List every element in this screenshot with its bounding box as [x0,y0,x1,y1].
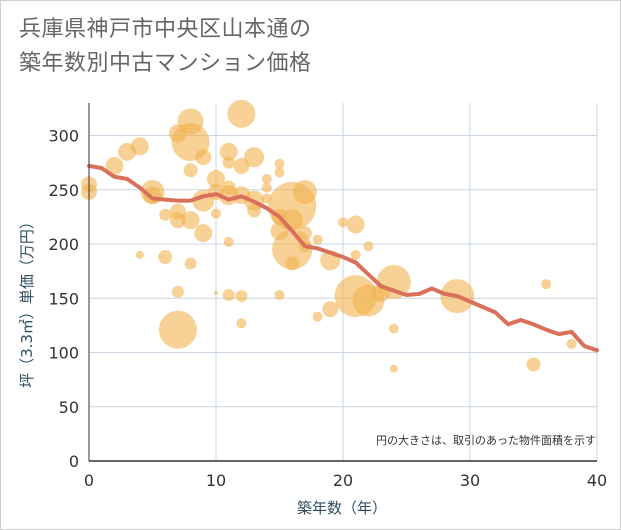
trend-line [87,163,599,353]
data-bubble [312,234,323,245]
y-tick-label: 250 [48,181,79,200]
data-bubble [158,250,173,265]
y-tick-labels: 0 50 100 150 200 250 300 [48,127,79,471]
data-bubble [236,318,247,329]
data-bubble [227,99,256,128]
data-bubble [223,236,234,247]
data-bubble [350,249,361,260]
data-bubble [247,203,262,218]
data-bubble [338,217,348,228]
data-bubble [211,208,221,219]
chart-title-line1: 兵庫県神戸市中央区山本通の [19,17,312,42]
data-bubble [274,290,285,301]
y-tick-label: 50 [59,398,79,417]
y-tick-label: 200 [48,235,79,254]
data-bubble [322,301,339,318]
data-bubble [244,147,265,168]
data-bubble [346,215,365,234]
y-tick-label: 100 [48,344,79,363]
chart-title: 兵庫県神戸市中央区山本通の 築年数別中古マンション価格 [19,13,312,81]
data-bubble [171,285,184,298]
data-bubble [363,241,374,252]
data-bubble [274,167,285,178]
x-axis-label: 築年数（年） [297,499,387,517]
y-tick-label: 300 [48,127,79,146]
x-tick-label: 30 [460,471,480,490]
x-tick-label: 0 [84,471,94,490]
data-bubble [158,310,197,349]
data-bubble [222,289,235,302]
data-bubble [261,173,272,184]
data-bubble [235,290,248,303]
data-bubble [541,279,552,290]
x-tick-label: 10 [206,471,226,490]
data-bubble [261,182,272,193]
data-bubble [312,311,323,322]
chart-title-line2: 築年数別中古マンション価格 [19,51,312,76]
data-bubble [194,224,213,243]
data-bubble [214,290,218,295]
data-bubble [389,364,398,373]
data-bubble [169,212,186,229]
bubble-series [81,99,577,373]
data-bubble [388,323,399,334]
y-tick-label: 0 [69,452,79,471]
data-bubble [159,208,172,221]
data-bubble [184,257,197,270]
data-bubble [222,156,235,169]
data-bubble [135,250,144,259]
data-bubble [285,256,300,271]
y-axis-label: 坪（3.3㎡）単価（万円） [18,214,36,388]
x-tick-label: 40 [587,471,607,490]
trend-line-series [87,163,599,353]
bubble-size-note: 円の大きさは、取引のあった物件面積を示す [376,433,596,447]
x-tick-label: 20 [333,471,353,490]
data-bubble [526,357,541,372]
data-bubble [183,163,198,178]
data-bubble [566,338,577,349]
data-bubble [207,169,225,188]
data-bubble [376,265,411,299]
axes [88,103,597,462]
x-tick-labels: 0 10 20 30 40 [84,471,607,490]
data-bubble [105,156,124,175]
data-bubble [219,142,238,161]
data-bubble [181,211,200,230]
data-bubble [130,137,149,156]
data-bubble [292,179,317,204]
data-bubble [195,149,212,166]
data-bubble [297,226,312,241]
y-tick-label: 150 [48,289,79,308]
data-bubble [274,158,285,169]
